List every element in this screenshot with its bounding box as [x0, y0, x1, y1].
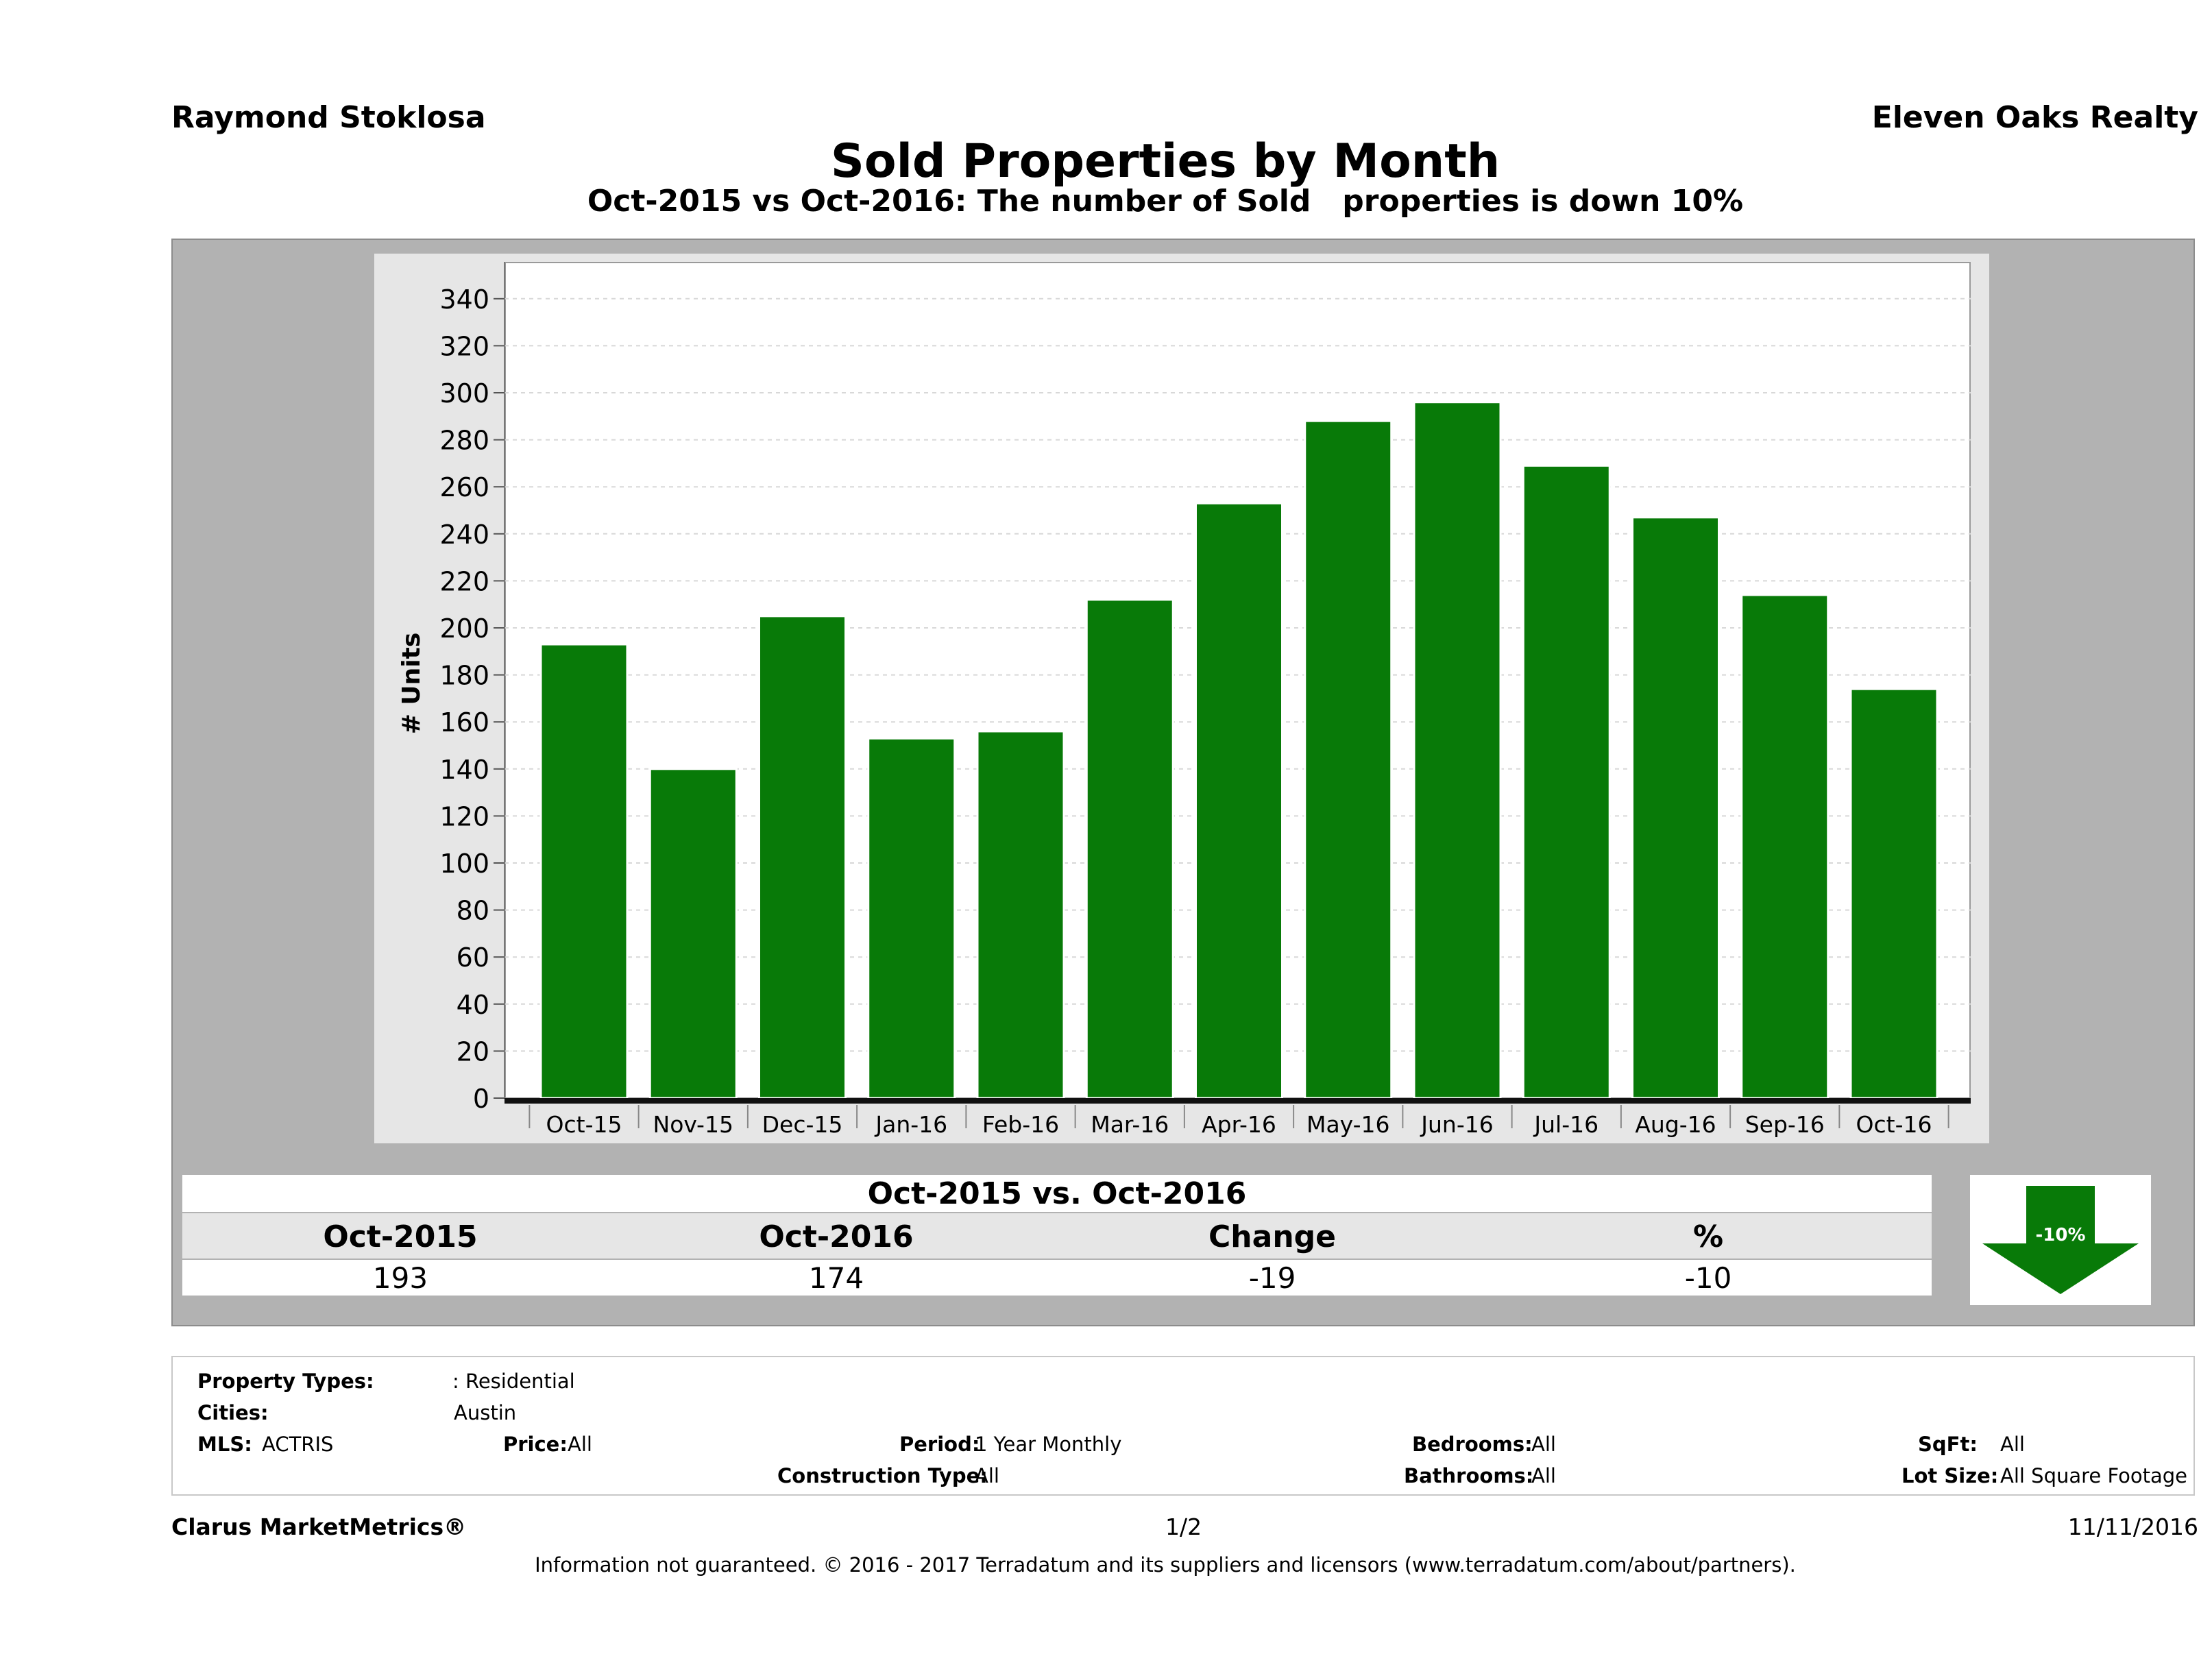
- filter-criteria-panel: Property Types: : Residential Cities: Au…: [171, 1356, 2195, 1496]
- mls-label: MLS:: [197, 1433, 252, 1456]
- cities-label: Cities:: [197, 1401, 269, 1424]
- y-tick-label: 200: [439, 613, 489, 644]
- footer-brand: Clarus MarketMetrics®: [171, 1513, 467, 1540]
- change-badge-box: -10%: [1970, 1175, 2151, 1305]
- header-change: Change: [1208, 1219, 1336, 1254]
- sqft-label: SqFt:: [1918, 1433, 1978, 1456]
- down-arrow-icon: -10%: [1982, 1186, 2139, 1294]
- header-oct-2015: Oct-2015: [323, 1219, 478, 1254]
- x-axis: [505, 1098, 1971, 1104]
- y-tick-label: 120: [439, 801, 489, 831]
- header-oct-2016: Oct-2016: [759, 1219, 914, 1254]
- change-badge-label: -10%: [2035, 1225, 2085, 1245]
- x-tick-label: Jan-16: [874, 1111, 947, 1138]
- bar-feb-16: [976, 730, 1065, 1099]
- y-tick-label: 280: [439, 426, 489, 456]
- footer-page-number: 1/2: [1165, 1513, 1202, 1540]
- chart-subtitle: Oct-2015 vs Oct-2016: The number of Sold…: [587, 184, 1744, 219]
- property-types-value: : Residential: [452, 1370, 575, 1393]
- y-tick-label: 60: [457, 943, 489, 973]
- bar-nov-15: [648, 768, 738, 1099]
- lot-size-value: All Square Footage: [2000, 1464, 2188, 1487]
- comparison-value-row: 193 174 -19 -10: [182, 1260, 1932, 1296]
- mls-value: ACTRIS: [262, 1433, 334, 1456]
- value-oct-2015: 193: [372, 1261, 428, 1295]
- x-tick-label: Apr-16: [1202, 1111, 1276, 1138]
- bathrooms-label: Bathrooms:: [1404, 1464, 1534, 1487]
- y-tick-label: 160: [439, 707, 489, 738]
- company-name: Eleven Oaks Realty: [1871, 100, 2198, 135]
- period-label: Period:: [899, 1433, 980, 1456]
- y-tick-label: 20: [457, 1036, 489, 1067]
- y-tick-label: 340: [439, 284, 489, 315]
- bar-sep-16: [1740, 594, 1830, 1099]
- sqft-value: All: [2000, 1433, 2025, 1456]
- x-tick-label: Oct-15: [546, 1111, 622, 1138]
- y-tick-label: 240: [439, 520, 489, 550]
- footer-date: 11/11/2016: [2067, 1513, 2198, 1540]
- bar-chart: 0 20 40 60 80 100 120 140 160 180 200 220 240 260 280 3…: [398, 262, 1971, 1138]
- x-tick-label: Sep-16: [1745, 1111, 1825, 1138]
- cities-value: Austin: [454, 1401, 517, 1424]
- x-tick-label: Feb-16: [982, 1111, 1059, 1138]
- bar-jul-16: [1522, 464, 1611, 1099]
- construction-type-label: Construction Type:: [777, 1464, 988, 1487]
- period-value: 1 Year Monthly: [975, 1433, 1122, 1456]
- bedrooms-value: All: [1531, 1433, 1556, 1456]
- bar-oct-16: [1849, 688, 1938, 1099]
- x-tick-label: Mar-16: [1091, 1111, 1169, 1138]
- bar-mar-16: [1085, 598, 1174, 1099]
- bathrooms-value: All: [1531, 1464, 1556, 1487]
- bedrooms-label: Bedrooms:: [1412, 1433, 1533, 1456]
- comparison-header-row: Oct-2015 Oct-2016 Change %: [182, 1213, 1932, 1258]
- construction-type-value: All: [975, 1464, 999, 1487]
- x-tick-label: Nov-15: [653, 1111, 733, 1138]
- x-tick-label: Jun-16: [1420, 1111, 1493, 1138]
- value-percent: -10: [1684, 1261, 1732, 1295]
- bar-oct-15: [539, 643, 629, 1099]
- y-tick-label: 140: [439, 755, 489, 785]
- y-tick-label: 180: [439, 661, 489, 691]
- comparison-panel: Oct-2015 vs. Oct-2016 Oct-2015 Oct-2016 …: [182, 1165, 2156, 1316]
- bar-apr-16: [1195, 502, 1283, 1099]
- bar-jan-16: [867, 737, 956, 1099]
- x-tick-label: Jul-16: [1533, 1111, 1599, 1138]
- comparison-title: Oct-2015 vs. Oct-2016: [867, 1176, 1247, 1211]
- y-tick-label: 260: [439, 472, 489, 502]
- bar-aug-16: [1631, 516, 1720, 1099]
- y-tick-label: 80: [457, 896, 489, 926]
- agent-name: Raymond Stoklosa: [171, 100, 486, 135]
- x-tick-label: Dec-15: [762, 1111, 843, 1138]
- y-tick-label: 40: [457, 990, 489, 1020]
- price-value: All: [568, 1433, 592, 1456]
- value-oct-2016: 174: [808, 1261, 864, 1295]
- y-tick-label: 300: [439, 378, 489, 409]
- bar-dec-15: [758, 615, 847, 1099]
- x-tick-label: Oct-16: [1856, 1111, 1932, 1138]
- x-tick-label: Aug-16: [1635, 1111, 1716, 1138]
- footer-disclaimer: Information not guaranteed. © 2016 - 201…: [535, 1553, 1796, 1577]
- bar-may-16: [1304, 420, 1393, 1099]
- y-tick-label: 220: [439, 566, 489, 596]
- y-tick-label: 100: [439, 849, 489, 879]
- y-axis-label: # Units: [398, 633, 426, 735]
- lot-size-label: Lot Size:: [1901, 1464, 1999, 1487]
- y-tick-label: 0: [473, 1084, 489, 1114]
- x-tick-label: May-16: [1306, 1111, 1390, 1138]
- bar-jun-16: [1413, 401, 1502, 1099]
- value-change: -19: [1248, 1261, 1296, 1295]
- chart-title: Sold Properties by Month: [830, 134, 1500, 189]
- comparison-title-row: Oct-2015 vs. Oct-2016: [182, 1175, 1932, 1212]
- header-percent: %: [1692, 1219, 1724, 1254]
- property-types-label: Property Types:: [197, 1370, 374, 1393]
- y-tick-label: 320: [439, 331, 489, 361]
- price-label: Price:: [503, 1433, 568, 1456]
